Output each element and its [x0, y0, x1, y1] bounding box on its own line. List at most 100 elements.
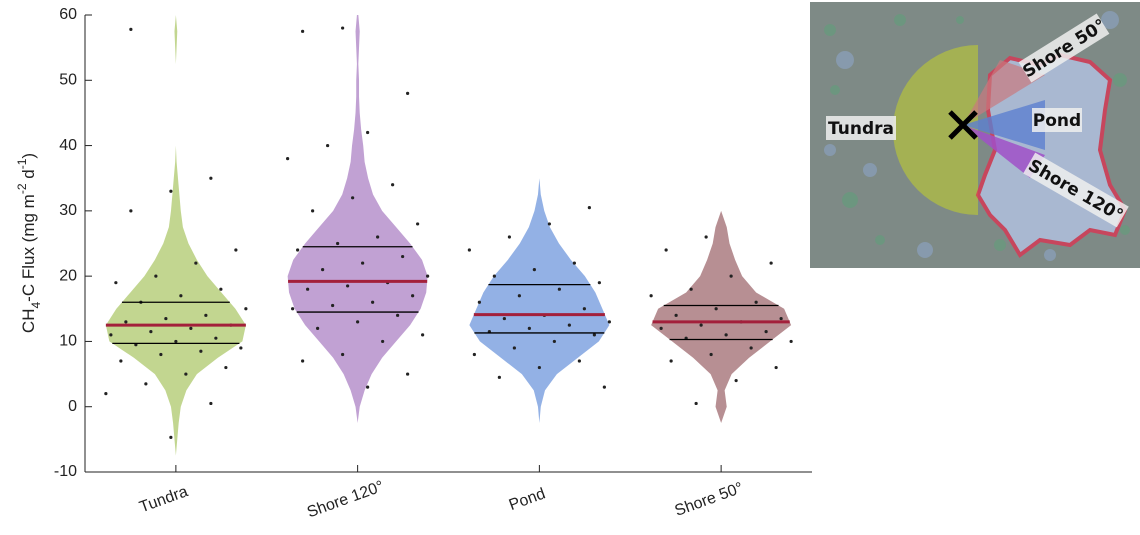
data-point [214, 337, 217, 340]
data-point [675, 314, 678, 317]
data-point [239, 346, 242, 349]
data-point [695, 402, 698, 405]
data-point [234, 248, 237, 251]
data-point [508, 235, 511, 238]
data-point [326, 144, 329, 147]
data-point [558, 288, 561, 291]
data-point [154, 275, 157, 278]
data-point [224, 366, 227, 369]
data-point [361, 261, 364, 264]
data-point [735, 379, 738, 382]
data-point [204, 314, 207, 317]
data-point [316, 327, 319, 330]
data-point [129, 28, 132, 31]
data-point [608, 320, 611, 323]
data-point [286, 157, 289, 160]
data-point [498, 376, 501, 379]
data-point [321, 268, 324, 271]
data-point [765, 330, 768, 333]
data-point [356, 320, 359, 323]
y-tick-label: 60 [59, 6, 77, 23]
y-tick-label: 30 [59, 202, 77, 219]
data-point [189, 327, 192, 330]
chart: -100102030405060TundraShore 120°PondShor… [0, 0, 1140, 535]
data-point [503, 317, 506, 320]
data-point [478, 301, 481, 304]
data-point [725, 333, 728, 336]
y-label-part: -2 [15, 183, 29, 194]
data-point [124, 320, 127, 323]
data-point [568, 324, 571, 327]
y-tick-label: 50 [59, 72, 77, 89]
data-point [578, 359, 581, 362]
data-point [159, 353, 162, 356]
data-point [164, 317, 167, 320]
data-point [179, 294, 182, 297]
violin [106, 15, 246, 472]
data-point [209, 402, 212, 405]
y-label-part: -1 [15, 158, 29, 169]
y-label-part: ) [19, 153, 38, 159]
y-tick-label: 10 [59, 333, 77, 350]
data-point [209, 177, 212, 180]
data-point [119, 359, 122, 362]
data-point [149, 330, 152, 333]
x-tick-label: Shore 120° [305, 478, 386, 521]
data-point [199, 350, 202, 353]
y-tick-label: -10 [54, 463, 77, 480]
data-point [468, 248, 471, 251]
data-point [705, 235, 708, 238]
x-tick-label: Tundra [137, 483, 190, 516]
data-point [341, 26, 344, 29]
data-point [775, 366, 778, 369]
data-point [169, 436, 172, 439]
data-point [598, 281, 601, 284]
data-point [690, 288, 693, 291]
data-point [538, 366, 541, 369]
data-point [391, 183, 394, 186]
data-point [301, 30, 304, 33]
data-point [401, 255, 404, 258]
y-label-part: CH [19, 309, 38, 334]
data-point [396, 314, 399, 317]
inset-map: Tundra Pond Shore 50° Shore 120° [810, 2, 1140, 268]
data-point [715, 307, 718, 310]
data-point [144, 382, 147, 385]
data-point [366, 131, 369, 134]
data-point [169, 190, 172, 193]
data-point [341, 353, 344, 356]
violin [469, 15, 609, 472]
data-point [583, 307, 586, 310]
data-point [381, 340, 384, 343]
data-point [750, 346, 753, 349]
data-point [331, 304, 334, 307]
data-point [416, 222, 419, 225]
data-point [219, 288, 222, 291]
data-point [336, 242, 339, 245]
data-point [573, 261, 576, 264]
data-point [296, 248, 299, 251]
data-point [104, 392, 107, 395]
data-point [755, 301, 758, 304]
data-point [518, 294, 521, 297]
x-tick-label: Pond [507, 485, 548, 514]
data-point [528, 327, 531, 330]
data-point [593, 333, 596, 336]
data-point [603, 386, 606, 389]
data-point [174, 340, 177, 343]
x-tick-label: Shore 50° [673, 480, 746, 520]
violin [651, 15, 791, 472]
data-point [129, 209, 132, 212]
data-point [406, 92, 409, 95]
data-point [493, 275, 496, 278]
inset-label: Pond [1033, 111, 1081, 131]
data-point [366, 386, 369, 389]
data-point [184, 372, 187, 375]
data-point [730, 275, 733, 278]
data-point [670, 359, 673, 362]
data-point [109, 333, 112, 336]
data-point [306, 288, 309, 291]
data-point [548, 222, 551, 225]
data-point [291, 307, 294, 310]
